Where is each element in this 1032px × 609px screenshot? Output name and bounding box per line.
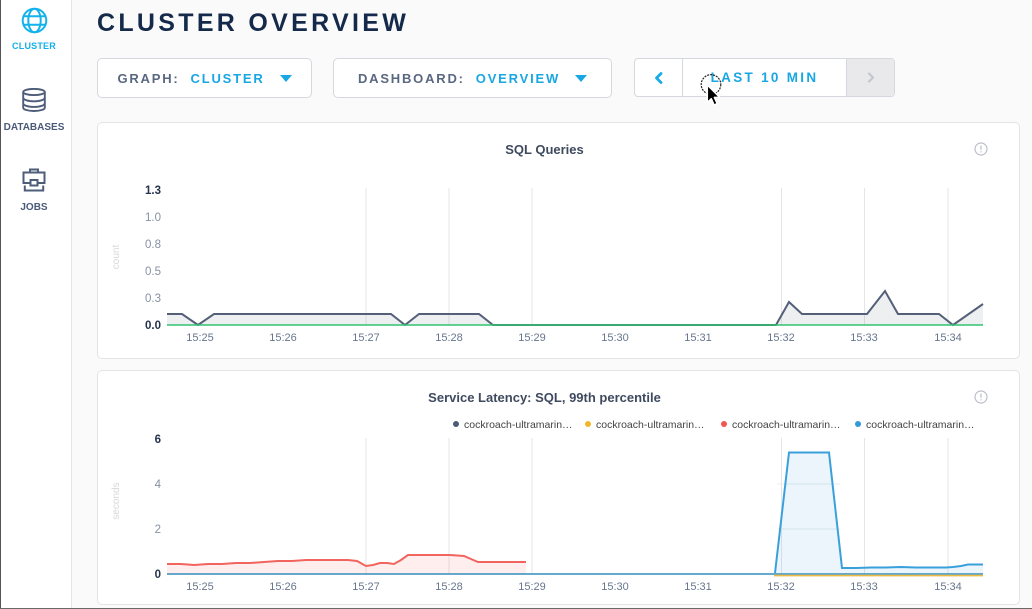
svg-text:15:30: 15:30 xyxy=(601,581,629,593)
svg-text:seconds: seconds xyxy=(111,482,122,519)
svg-text:cockroach-ultramarin…: cockroach-ultramarin… xyxy=(464,419,573,431)
svg-text:1.3: 1.3 xyxy=(145,185,161,197)
svg-text:cockroach-ultramarin…: cockroach-ultramarin… xyxy=(866,419,975,431)
svg-text:0.3: 0.3 xyxy=(145,293,161,305)
svg-text:15:25: 15:25 xyxy=(186,581,214,593)
svg-text:0.0: 0.0 xyxy=(145,320,161,332)
svg-text:15:26: 15:26 xyxy=(269,581,297,593)
svg-text:count: count xyxy=(111,245,122,270)
svg-text:2: 2 xyxy=(155,524,161,536)
svg-text:6: 6 xyxy=(155,434,161,446)
svg-text:15:27: 15:27 xyxy=(352,581,380,593)
svg-text:15:34: 15:34 xyxy=(934,581,962,593)
svg-text:15:31: 15:31 xyxy=(684,581,712,593)
svg-text:15:29: 15:29 xyxy=(518,332,546,344)
svg-text:15:34: 15:34 xyxy=(934,332,962,344)
svg-text:cockroach-ultramarin…: cockroach-ultramarin… xyxy=(732,419,841,431)
svg-text:4: 4 xyxy=(155,479,162,491)
svg-text:15:27: 15:27 xyxy=(352,332,380,344)
svg-text:15:32: 15:32 xyxy=(767,581,795,593)
svg-text:15:28: 15:28 xyxy=(435,332,463,344)
svg-text:1.0: 1.0 xyxy=(145,212,161,224)
svg-text:15:26: 15:26 xyxy=(269,332,297,344)
svg-text:15:25: 15:25 xyxy=(186,332,214,344)
svg-text:15:29: 15:29 xyxy=(518,581,546,593)
svg-text:15:30: 15:30 xyxy=(601,332,629,344)
svg-text:15:33: 15:33 xyxy=(850,581,878,593)
svg-text:15:31: 15:31 xyxy=(684,332,712,344)
svg-text:15:28: 15:28 xyxy=(435,581,463,593)
svg-text:0: 0 xyxy=(155,569,161,581)
svg-text:cockroach-ultramarin…: cockroach-ultramarin… xyxy=(596,419,705,431)
svg-text:0.8: 0.8 xyxy=(145,239,161,251)
svg-text:0.5: 0.5 xyxy=(145,266,161,278)
svg-text:15:32: 15:32 xyxy=(767,332,795,344)
svg-text:15:33: 15:33 xyxy=(850,332,878,344)
